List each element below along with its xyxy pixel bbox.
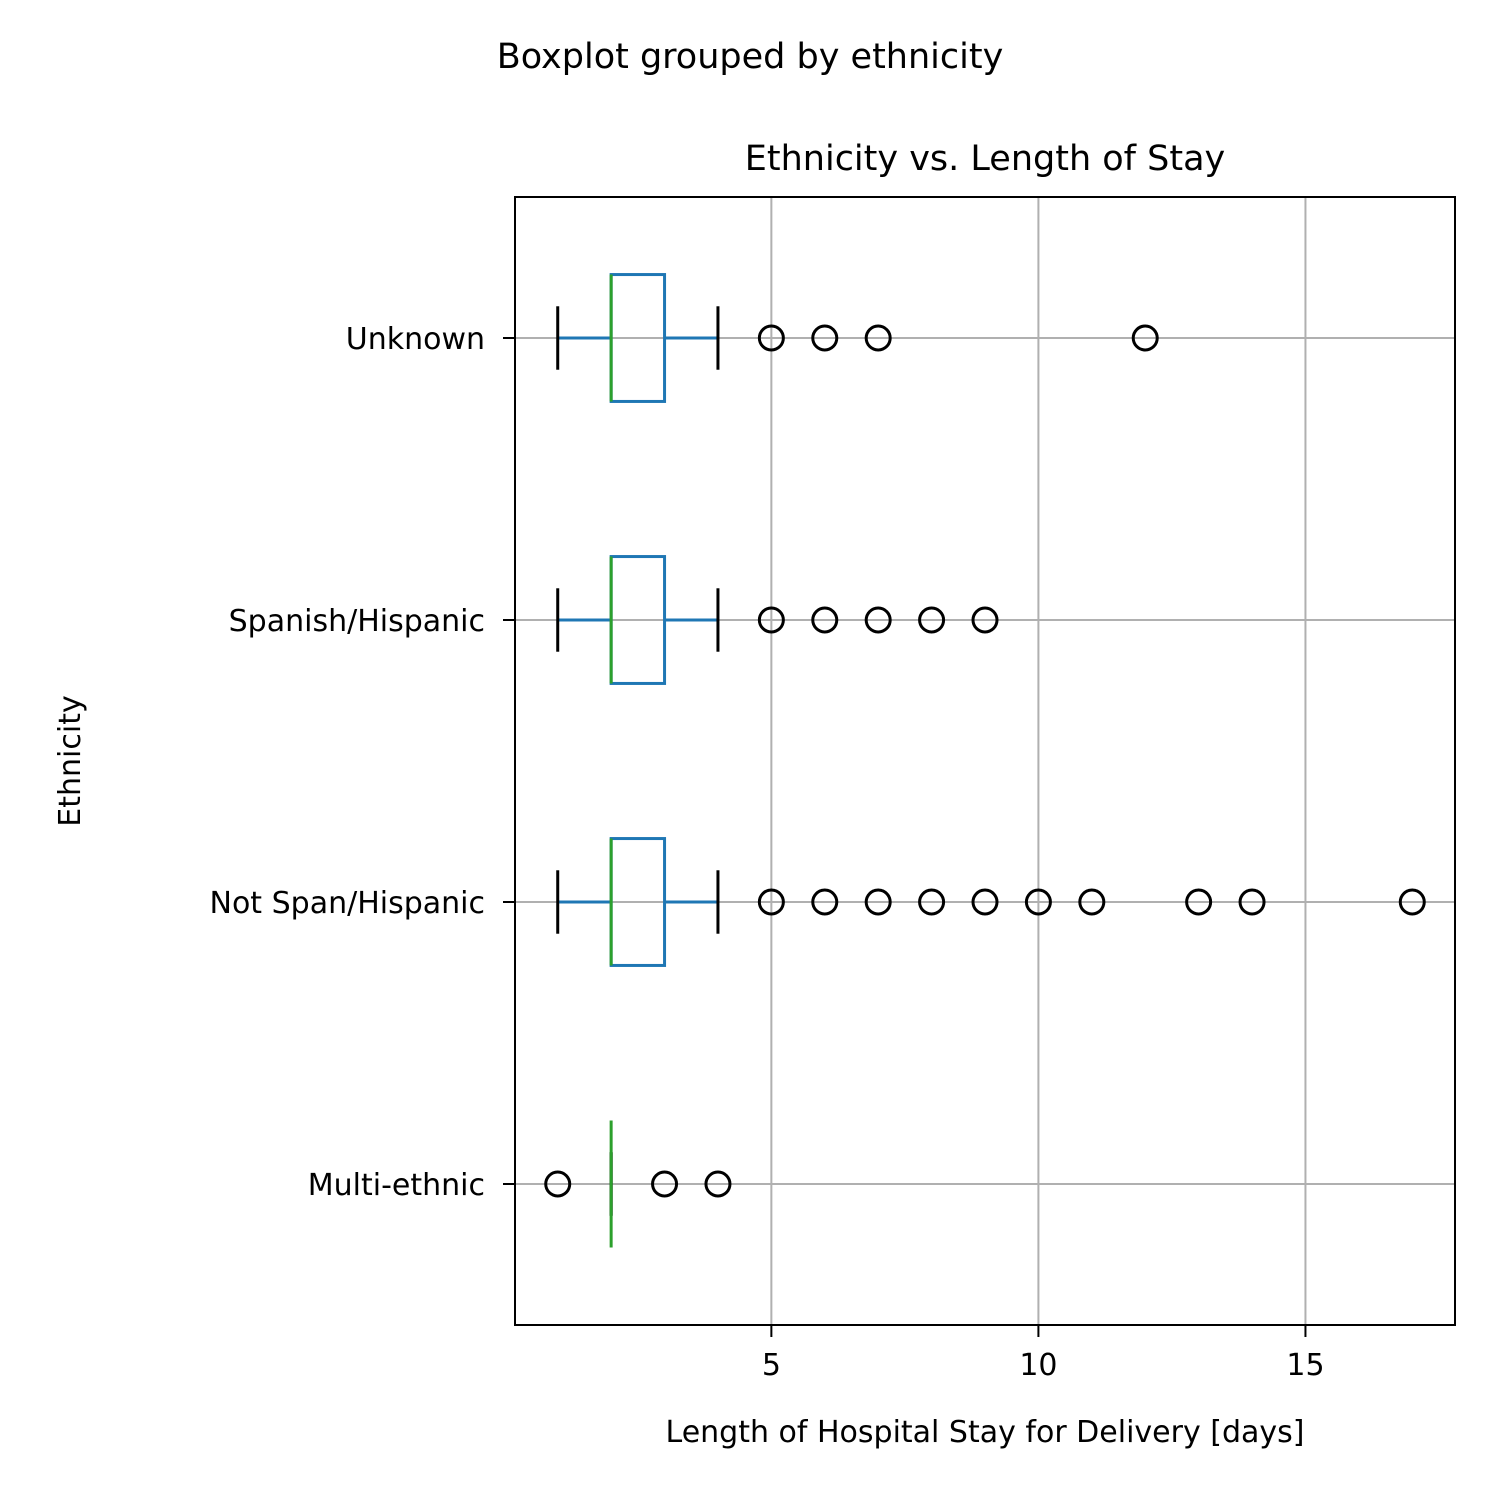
outlier-point <box>971 888 999 916</box>
box-group <box>544 1120 732 1248</box>
axes: 5 10 15 Multi-ethnic Not Span/Hispanic Spanis… <box>210 322 1325 1383</box>
x-axis-label: Length of Hospital Stay for Delivery [da… <box>666 1415 1305 1450</box>
outlier-point <box>864 888 892 916</box>
outlier-point <box>1398 888 1426 916</box>
outlier-point <box>757 888 785 916</box>
outlier-point <box>811 606 839 634</box>
outlier-point <box>918 888 946 916</box>
outlier-point <box>971 606 999 634</box>
y-axis-label: Ethnicity <box>53 695 88 826</box>
box-series <box>544 273 1426 1248</box>
outlier-point <box>1078 888 1106 916</box>
y-tick-label: Unknown <box>346 322 485 357</box>
grid-lines <box>515 197 1455 1325</box>
box-group <box>556 837 1426 967</box>
box-group <box>556 273 1159 403</box>
x-tick-label: 5 <box>762 1348 781 1383</box>
outlier-point <box>864 324 892 352</box>
box-group <box>556 555 999 685</box>
outlier-point <box>811 324 839 352</box>
outlier-point <box>757 324 785 352</box>
outlier-point <box>704 1170 732 1198</box>
outlier-point <box>1238 888 1266 916</box>
outlier-point <box>1024 888 1052 916</box>
y-tick-label: Multi-ethnic <box>308 1168 485 1203</box>
outlier-point <box>918 606 946 634</box>
outlier-point <box>811 888 839 916</box>
y-tick-label: Not Span/Hispanic <box>210 886 485 921</box>
x-tick-label: 15 <box>1286 1348 1324 1383</box>
figure-suptitle: Boxplot grouped by ethnicity <box>497 37 1004 77</box>
outlier-point <box>864 606 892 634</box>
outlier-point <box>757 606 785 634</box>
y-tick-label: Spanish/Hispanic <box>229 604 485 639</box>
outlier-point <box>651 1170 679 1198</box>
outlier-point <box>1185 888 1213 916</box>
outlier-point <box>1131 324 1159 352</box>
outlier-point <box>544 1170 572 1198</box>
chart-title: Ethnicity vs. Length of Stay <box>745 139 1225 179</box>
plot-area-frame <box>514 196 1456 1326</box>
x-tick-label: 10 <box>1019 1348 1057 1383</box>
